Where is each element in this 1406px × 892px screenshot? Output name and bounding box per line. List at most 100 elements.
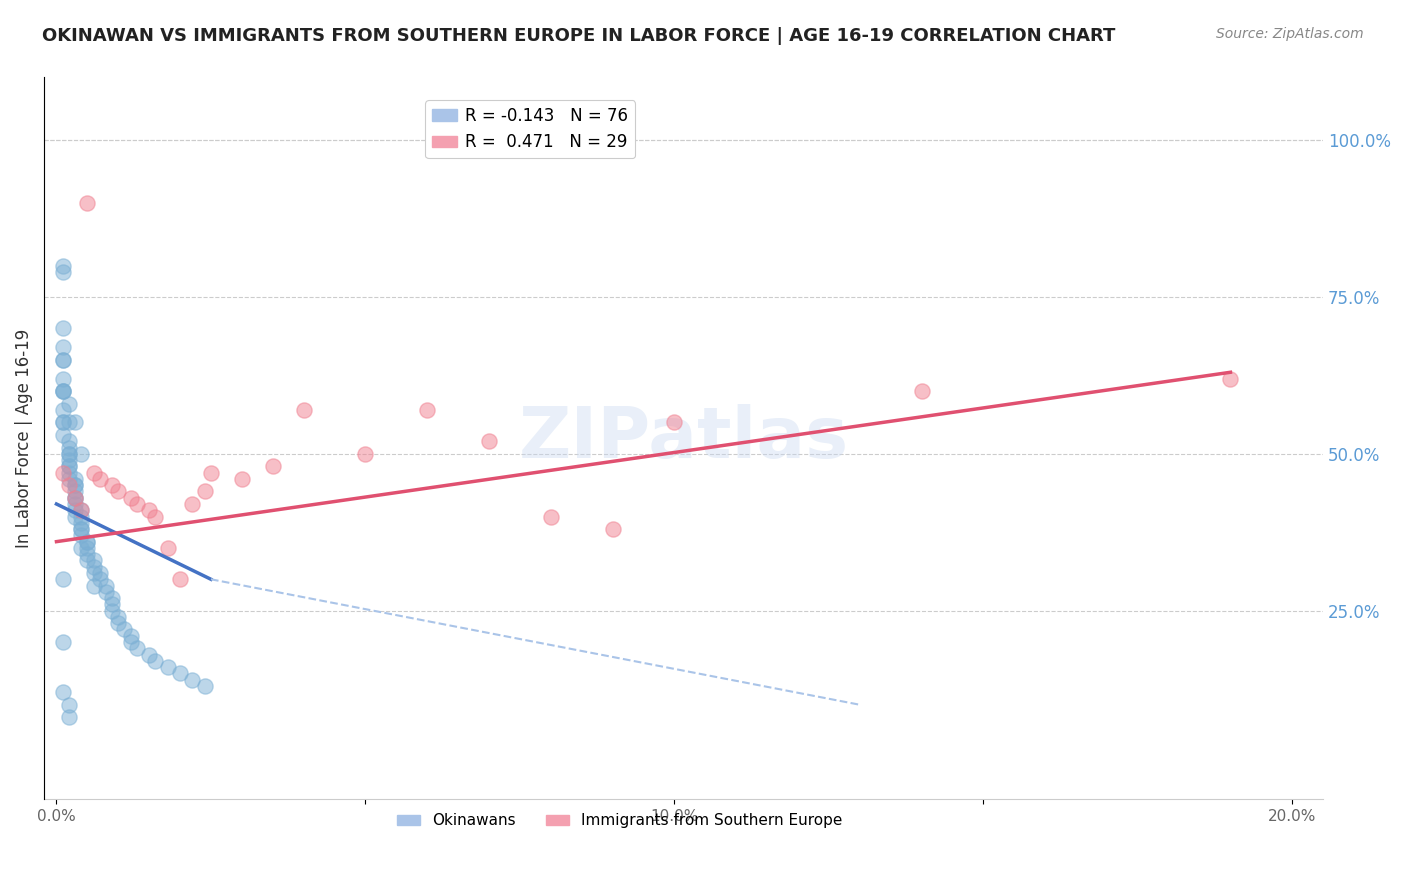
Point — [194, 679, 217, 693]
Point — [58, 447, 80, 461]
Point — [194, 484, 217, 499]
Point — [52, 384, 75, 398]
Point — [181, 673, 204, 687]
Point — [58, 434, 80, 449]
Point — [58, 472, 80, 486]
Y-axis label: In Labor Force | Age 16-19: In Labor Force | Age 16-19 — [15, 328, 32, 548]
Point — [83, 566, 105, 580]
Point — [63, 478, 86, 492]
Point — [231, 472, 253, 486]
Point — [76, 534, 98, 549]
Point — [101, 598, 124, 612]
Point — [76, 534, 98, 549]
Point — [101, 604, 124, 618]
Point — [70, 447, 93, 461]
Point — [200, 466, 222, 480]
Point — [58, 459, 80, 474]
Point — [52, 466, 75, 480]
Point — [89, 572, 111, 586]
Point — [76, 195, 98, 210]
Point — [63, 491, 86, 505]
Point — [602, 522, 624, 536]
Point — [1219, 371, 1241, 385]
Point — [89, 566, 111, 580]
Point — [58, 466, 80, 480]
Point — [76, 547, 98, 561]
Point — [120, 635, 142, 649]
Point — [52, 428, 75, 442]
Point — [70, 516, 93, 530]
Point — [63, 503, 86, 517]
Point — [58, 416, 80, 430]
Point — [138, 648, 160, 662]
Point — [63, 509, 86, 524]
Point — [70, 522, 93, 536]
Point — [83, 553, 105, 567]
Legend: Okinawans, Immigrants from Southern Europe: Okinawans, Immigrants from Southern Euro… — [391, 807, 849, 835]
Point — [416, 403, 439, 417]
Point — [76, 541, 98, 555]
Point — [156, 541, 179, 555]
Point — [58, 447, 80, 461]
Point — [58, 459, 80, 474]
Point — [63, 416, 86, 430]
Point — [52, 416, 75, 430]
Point — [120, 491, 142, 505]
Point — [52, 265, 75, 279]
Point — [138, 503, 160, 517]
Point — [58, 710, 80, 724]
Text: OKINAWAN VS IMMIGRANTS FROM SOUTHERN EUROPE IN LABOR FORCE | AGE 16-19 CORRELATI: OKINAWAN VS IMMIGRANTS FROM SOUTHERN EUR… — [42, 27, 1115, 45]
Point — [70, 509, 93, 524]
Point — [114, 623, 136, 637]
Point — [101, 591, 124, 606]
Point — [52, 340, 75, 354]
Point — [156, 660, 179, 674]
Point — [83, 578, 105, 592]
Point — [52, 384, 75, 398]
Point — [63, 497, 86, 511]
Text: ZIPatlas: ZIPatlas — [519, 404, 849, 473]
Point — [52, 371, 75, 385]
Point — [83, 466, 105, 480]
Point — [664, 416, 686, 430]
Point — [52, 352, 75, 367]
Point — [89, 472, 111, 486]
Point — [63, 472, 86, 486]
Point — [101, 478, 124, 492]
Point — [83, 559, 105, 574]
Point — [63, 491, 86, 505]
Point — [354, 447, 377, 461]
Point — [52, 635, 75, 649]
Point — [292, 403, 315, 417]
Point — [181, 497, 204, 511]
Point — [169, 572, 191, 586]
Point — [76, 553, 98, 567]
Point — [58, 397, 80, 411]
Point — [52, 259, 75, 273]
Point — [478, 434, 501, 449]
Point — [107, 616, 129, 631]
Point — [107, 484, 129, 499]
Point — [120, 629, 142, 643]
Point — [63, 484, 86, 499]
Point — [52, 416, 75, 430]
Point — [63, 478, 86, 492]
Point — [107, 610, 129, 624]
Point — [125, 641, 148, 656]
Point — [94, 584, 117, 599]
Point — [70, 528, 93, 542]
Point — [58, 441, 80, 455]
Point — [58, 478, 80, 492]
Point — [52, 352, 75, 367]
Point — [94, 578, 117, 592]
Text: Source: ZipAtlas.com: Source: ZipAtlas.com — [1216, 27, 1364, 41]
Point — [540, 509, 562, 524]
Point — [143, 654, 166, 668]
Point — [52, 321, 75, 335]
Point — [125, 497, 148, 511]
Point — [63, 491, 86, 505]
Point — [58, 453, 80, 467]
Point — [70, 541, 93, 555]
Point — [70, 503, 93, 517]
Point — [52, 685, 75, 699]
